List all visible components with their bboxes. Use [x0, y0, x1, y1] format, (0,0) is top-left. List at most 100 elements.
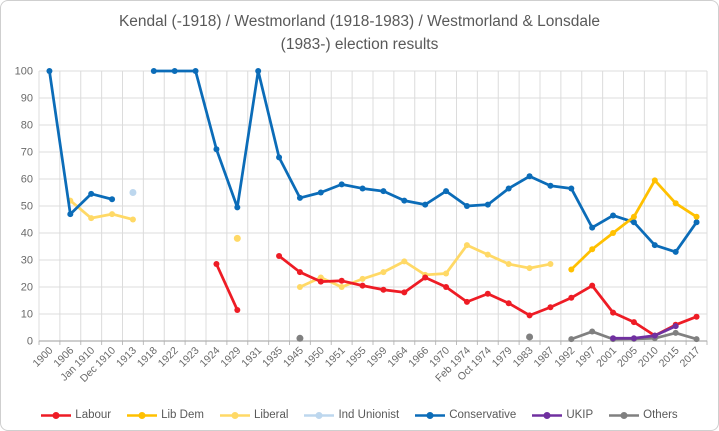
series-point-labour — [296, 269, 303, 276]
y-axis-tick-label: 0 — [27, 336, 33, 348]
series-point-liberal — [401, 258, 408, 265]
series-point-labour — [359, 282, 366, 289]
series-point-conservative — [568, 185, 575, 192]
legend-label-ukip: UKIP — [566, 409, 594, 421]
chart-title-line2: (1983-) election results — [280, 36, 439, 54]
x-axis-tick-label: 1918 — [135, 345, 160, 370]
x-axis-tick-label: 1959 — [365, 345, 390, 370]
series-point-lib-dem — [672, 200, 679, 207]
legend-marker-ind-unionist-icon — [304, 411, 335, 419]
series-point-conservative — [317, 189, 324, 196]
series-point-conservative — [589, 224, 596, 231]
series-point-conservative — [610, 212, 617, 219]
series-line-ukip — [611, 324, 678, 340]
series-point-conservative — [338, 181, 345, 188]
series-point-liberal — [443, 270, 450, 277]
series-point-liberal — [463, 242, 470, 249]
y-axis-tick-label: 80 — [21, 120, 33, 132]
series-point-labour — [610, 309, 617, 316]
legend-label-ind-unionist: Ind Unionist — [338, 409, 400, 421]
series-point-conservative — [693, 219, 700, 226]
series-point-labour — [317, 278, 324, 285]
legend-label-lib-dem: Lib Dem — [161, 409, 204, 421]
legend-marker-ukip-icon — [532, 411, 563, 419]
series-point-others — [526, 333, 534, 341]
x-axis-tick-label: 1997 — [573, 345, 598, 370]
series-point-ukip — [610, 335, 617, 342]
series-point-labour — [234, 306, 241, 313]
series-point-conservative — [171, 68, 178, 74]
series-point-conservative — [422, 201, 429, 208]
x-axis-tick-label: 1924 — [198, 345, 223, 370]
series-point-labour — [276, 252, 283, 259]
series-point-labour — [547, 304, 554, 311]
y-axis-tick-label: 90 — [21, 93, 33, 105]
legend-item-lib-dem: Lib Dem — [127, 409, 204, 421]
series-point-labour — [505, 300, 512, 307]
y-axis-tick-label: 40 — [21, 228, 33, 240]
series-point-conservative — [296, 194, 303, 201]
series-point-labour — [338, 277, 345, 284]
legend-item-conservative: Conservative — [415, 409, 516, 421]
series-point-ukip — [651, 332, 658, 339]
series-point-conservative — [67, 211, 74, 218]
series-point-liberal — [505, 261, 512, 268]
series-point-conservative — [109, 196, 116, 203]
x-axis-tick-label: 2015 — [657, 345, 682, 370]
series-point-ukip — [630, 335, 637, 342]
series-point-labour — [630, 319, 637, 326]
series-point-labour — [526, 312, 533, 319]
series-point-others — [296, 334, 304, 342]
series-point-labour — [422, 274, 429, 281]
series-point-labour — [380, 286, 387, 293]
series-point-liberal — [233, 234, 241, 242]
series-point-conservative — [359, 185, 366, 192]
series-point-ind-unionist — [129, 189, 137, 196]
chart-title: Kendal (-1918) / Westmorland (1918-1983)… — [1, 10, 718, 57]
legend-item-ind-unionist: Ind Unionist — [304, 409, 399, 421]
series-point-others — [672, 329, 679, 336]
series-point-labour — [463, 298, 470, 305]
legend: Labour Lib Dem Liberal Ind Unionist Conserva… — [1, 409, 718, 421]
series-point-labour — [484, 290, 491, 297]
series-point-conservative — [380, 188, 387, 195]
series-point-labour — [568, 294, 575, 301]
series-line-labour — [215, 262, 239, 312]
series-point-others — [589, 328, 596, 335]
x-axis-tick-label: 1922 — [156, 345, 181, 370]
series-point-conservative — [505, 185, 512, 192]
y-axis-tick-label: 30 — [21, 255, 33, 267]
x-axis-tick-label: 2017 — [678, 345, 703, 370]
series-point-liberal — [109, 211, 116, 218]
series-point-conservative — [526, 173, 533, 180]
series-point-liberal — [88, 215, 95, 222]
x-axis-tick-label: 1913 — [114, 345, 139, 370]
series-line-liberal — [68, 199, 135, 221]
series-point-labour — [213, 261, 220, 268]
legend-marker-others-icon — [609, 411, 640, 419]
series-point-labour — [589, 282, 596, 289]
legend-item-ukip: UKIP — [532, 409, 593, 421]
legend-label-others: Others — [643, 409, 678, 421]
series-point-conservative — [276, 154, 283, 161]
series-point-liberal — [547, 261, 554, 268]
series-point-lib-dem — [589, 246, 596, 253]
series-point-others — [568, 336, 575, 343]
series-point-conservative — [401, 197, 408, 204]
series-point-lib-dem — [630, 213, 637, 220]
x-axis-tick-label: 1979 — [490, 345, 515, 370]
series-point-conservative — [443, 188, 450, 195]
series-point-lib-dem — [568, 266, 575, 273]
y-axis-tick-label: 100 — [15, 66, 33, 78]
series-point-labour — [443, 284, 450, 290]
series-point-labour — [693, 313, 700, 320]
series-point-conservative — [150, 68, 157, 74]
series-point-liberal — [380, 269, 387, 276]
series-point-liberal — [338, 284, 345, 290]
series-point-others — [693, 336, 700, 343]
legend-label-liberal: Liberal — [253, 409, 289, 421]
legend-item-others: Others — [609, 409, 678, 421]
legend-label-labour: Labour — [75, 409, 112, 421]
